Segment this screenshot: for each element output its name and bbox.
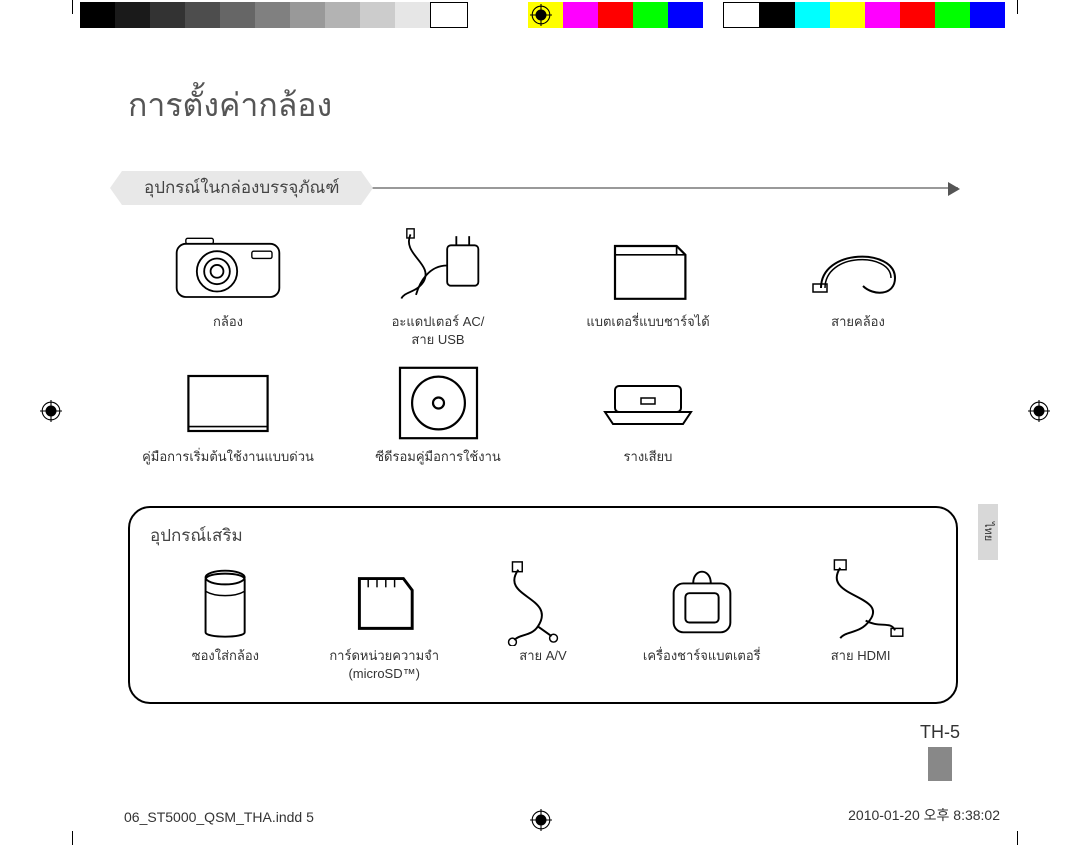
item-label: คู่มือการเริ่มต้นใช้งานแบบด่วน xyxy=(128,448,328,482)
hdmi-cable-icon xyxy=(785,557,936,647)
registration-mark-icon xyxy=(1028,400,1050,422)
item-cradle: รางเสียบ xyxy=(548,358,748,482)
microsd-icon xyxy=(309,557,460,647)
page-number: TH-5 xyxy=(920,722,960,743)
cd-icon xyxy=(338,358,538,448)
language-tab: ไทย xyxy=(978,504,998,560)
opt-microsd: การ์ดหน่วยความจำ (microSD™) xyxy=(309,557,460,682)
opt-av-cable: สาย A/V xyxy=(468,557,619,682)
arrow-right-icon xyxy=(948,182,960,196)
item-blank xyxy=(758,358,958,482)
footer-filename: 06_ST5000_QSM_THA.indd 5 xyxy=(124,809,314,825)
crop-mark xyxy=(1017,831,1018,845)
crop-mark xyxy=(72,831,73,845)
registration-mark-icon xyxy=(530,4,552,26)
page-content: การตั้งค่ากล้อง อุปกรณ์ในกล่องบรรจุภัณฑ์… xyxy=(128,80,958,704)
item-label: แบตเตอรี่แบบชาร์จได้ xyxy=(548,313,748,347)
footer-timestamp: 2010-01-20 오후 8:38:02 xyxy=(848,805,1000,825)
registration-mark-icon xyxy=(40,400,62,422)
optional-title: อุปกรณ์เสริม xyxy=(150,522,936,549)
adapter-icon xyxy=(338,223,538,313)
item-label: ซองใส่กล้อง xyxy=(150,647,301,681)
item-strap: สายคล้อง xyxy=(758,223,958,348)
item-label: สายคล้อง xyxy=(758,313,958,347)
opt-hdmi-cable: สาย HDMI xyxy=(785,557,936,682)
opt-charger: เครื่องชาร์จแบตเตอรี่ xyxy=(626,557,777,682)
crop-mark xyxy=(72,0,73,14)
page-number-bar xyxy=(928,747,952,781)
case-icon xyxy=(150,557,301,647)
camera-icon xyxy=(128,223,328,313)
section-header: อุปกรณ์ในกล่องบรรจุภัณฑ์ xyxy=(128,171,958,205)
page-number-block: TH-5 xyxy=(920,722,960,781)
optional-accessories-box: อุปกรณ์เสริม ซองใส่กล้อง การ์ดหน่วยความจ… xyxy=(128,506,958,704)
item-label: สาย A/V xyxy=(468,647,619,681)
section-header-label: อุปกรณ์ในกล่องบรรจุภัณฑ์ xyxy=(122,171,361,205)
item-cdrom: ซีดีรอมคู่มือการใช้งาน xyxy=(338,358,538,482)
opt-case: ซองใส่กล้อง xyxy=(150,557,301,682)
package-items-grid: กล้อง อะแดปเตอร์ AC/ สาย USB แบตเตอรี่แบ… xyxy=(128,223,958,482)
item-label: สาย HDMI xyxy=(785,647,936,681)
item-label: เครื่องชาร์จแบตเตอรี่ xyxy=(626,647,777,681)
item-quickguide: คู่มือการเริ่มต้นใช้งานแบบด่วน xyxy=(128,358,328,482)
strap-icon xyxy=(758,223,958,313)
item-label: รางเสียบ xyxy=(548,448,748,482)
registration-mark-icon xyxy=(530,809,552,831)
item-camera: กล้อง xyxy=(128,223,328,348)
item-label: กล้อง xyxy=(128,313,328,347)
charger-icon xyxy=(626,557,777,647)
booklet-icon xyxy=(128,358,328,448)
av-cable-icon xyxy=(468,557,619,647)
item-adapter: อะแดปเตอร์ AC/ สาย USB xyxy=(338,223,538,348)
battery-icon xyxy=(548,223,748,313)
item-battery: แบตเตอรี่แบบชาร์จได้ xyxy=(548,223,748,348)
item-label: การ์ดหน่วยความจำ (microSD™) xyxy=(309,647,460,682)
cradle-icon xyxy=(548,358,748,448)
item-label: อะแดปเตอร์ AC/ สาย USB xyxy=(338,313,538,348)
crop-mark xyxy=(1017,0,1018,14)
page-title: การตั้งค่ากล้อง xyxy=(128,80,958,131)
item-label: ซีดีรอมคู่มือการใช้งาน xyxy=(338,448,538,482)
